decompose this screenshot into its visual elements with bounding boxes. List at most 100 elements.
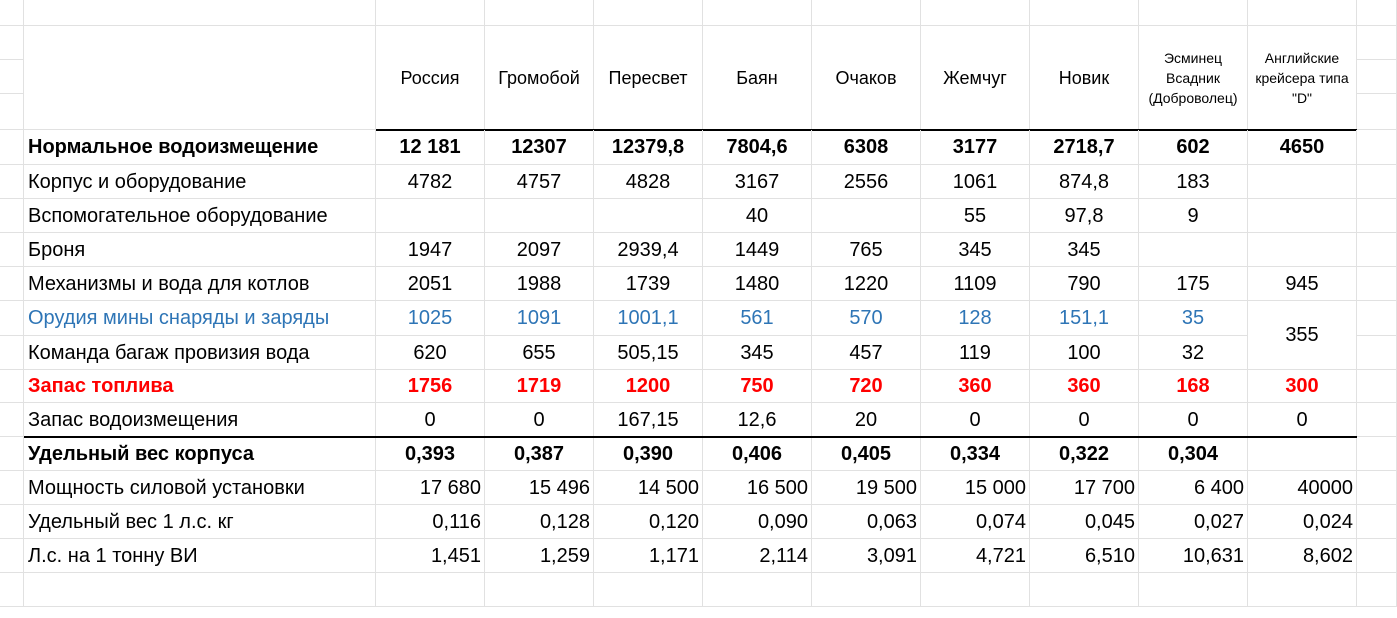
data-cell[interactable]: 945 (1248, 267, 1357, 301)
data-cell[interactable]: 119 (921, 336, 1030, 370)
empty-cell[interactable] (376, 0, 485, 26)
data-cell[interactable]: 1061 (921, 165, 1030, 199)
empty-cell[interactable] (0, 336, 24, 370)
row-label[interactable]: Броня (24, 233, 376, 267)
data-cell[interactable]: 8,602 (1248, 539, 1357, 573)
data-cell[interactable]: 151,1 (1030, 301, 1139, 336)
data-cell[interactable]: 505,15 (594, 336, 703, 370)
data-cell[interactable]: 19 500 (812, 471, 921, 505)
data-cell[interactable]: 0 (485, 403, 594, 437)
row-label[interactable]: Нормальное водоизмещение (24, 130, 376, 165)
data-cell[interactable]: 570 (812, 301, 921, 336)
column-header[interactable]: Громобой (485, 26, 594, 130)
data-cell[interactable]: 0,304 (1139, 437, 1248, 471)
empty-cell[interactable] (0, 199, 24, 233)
data-cell[interactable]: 0,063 (812, 505, 921, 539)
header-corner-cell[interactable] (24, 26, 376, 130)
data-cell[interactable]: 17 700 (1030, 471, 1139, 505)
data-cell[interactable]: 1,171 (594, 539, 703, 573)
data-cell[interactable]: 97,8 (1030, 199, 1139, 233)
empty-cell[interactable] (485, 0, 594, 26)
data-cell[interactable] (1248, 437, 1357, 471)
data-cell[interactable]: 2051 (376, 267, 485, 301)
empty-cell[interactable] (0, 165, 24, 199)
empty-cell[interactable] (0, 505, 24, 539)
merged-data-cell[interactable]: 355 (1248, 301, 1357, 370)
data-cell[interactable]: 0,128 (485, 505, 594, 539)
data-cell[interactable]: 720 (812, 370, 921, 403)
data-cell[interactable]: 12,6 (703, 403, 812, 437)
data-cell[interactable]: 175 (1139, 267, 1248, 301)
data-cell[interactable] (485, 199, 594, 233)
empty-cell[interactable] (1248, 0, 1357, 26)
data-cell[interactable]: 874,8 (1030, 165, 1139, 199)
row-label[interactable]: Удельный вес 1 л.с. кг (24, 505, 376, 539)
empty-cell[interactable] (0, 539, 24, 573)
data-cell[interactable]: 1220 (812, 267, 921, 301)
empty-cell[interactable] (1357, 0, 1397, 26)
data-cell[interactable]: 0,027 (1139, 505, 1248, 539)
data-cell[interactable]: 0,387 (485, 437, 594, 471)
data-cell[interactable] (812, 199, 921, 233)
data-cell[interactable]: 1109 (921, 267, 1030, 301)
data-cell[interactable]: 4650 (1248, 130, 1357, 165)
data-cell[interactable] (1030, 573, 1139, 607)
column-header[interactable]: Очаков (812, 26, 921, 130)
empty-cell[interactable] (1357, 233, 1397, 267)
data-cell[interactable]: 12379,8 (594, 130, 703, 165)
empty-cell[interactable] (0, 370, 24, 403)
data-cell[interactable]: 3,091 (812, 539, 921, 573)
data-cell[interactable]: 12307 (485, 130, 594, 165)
data-cell[interactable]: 6308 (812, 130, 921, 165)
data-cell[interactable]: 35 (1139, 301, 1248, 336)
row-label[interactable]: Орудия мины снаряды и заряды (24, 301, 376, 336)
row-label[interactable] (24, 573, 376, 607)
empty-cell[interactable] (0, 130, 24, 165)
column-header[interactable]: Россия (376, 26, 485, 130)
data-cell[interactable]: 2718,7 (1030, 130, 1139, 165)
data-cell[interactable] (485, 573, 594, 607)
data-cell[interactable]: 2556 (812, 165, 921, 199)
data-cell[interactable]: 765 (812, 233, 921, 267)
row-label[interactable]: Л.с. на 1 тонну ВИ (24, 539, 376, 573)
data-cell[interactable]: 790 (1030, 267, 1139, 301)
data-cell[interactable] (376, 199, 485, 233)
data-cell[interactable]: 1025 (376, 301, 485, 336)
data-cell[interactable]: 620 (376, 336, 485, 370)
data-cell[interactable] (594, 573, 703, 607)
data-cell[interactable]: 561 (703, 301, 812, 336)
column-header[interactable]: Английские крейсера типа "D" (1248, 26, 1357, 130)
data-cell[interactable]: 0,406 (703, 437, 812, 471)
empty-cell[interactable] (812, 0, 921, 26)
data-cell[interactable]: 0,322 (1030, 437, 1139, 471)
empty-cell[interactable] (1357, 437, 1397, 471)
data-cell[interactable]: 7804,6 (703, 130, 812, 165)
data-cell[interactable]: 55 (921, 199, 1030, 233)
data-cell[interactable]: 345 (1030, 233, 1139, 267)
data-cell[interactable]: 1947 (376, 233, 485, 267)
data-cell[interactable]: 750 (703, 370, 812, 403)
empty-cell[interactable] (1030, 0, 1139, 26)
data-cell[interactable]: 1001,1 (594, 301, 703, 336)
data-cell[interactable]: 15 000 (921, 471, 1030, 505)
data-cell[interactable]: 0 (376, 403, 485, 437)
data-cell[interactable]: 2097 (485, 233, 594, 267)
data-cell[interactable]: 360 (921, 370, 1030, 403)
data-cell[interactable]: 2,114 (703, 539, 812, 573)
data-cell[interactable]: 457 (812, 336, 921, 370)
data-cell[interactable]: 14 500 (594, 471, 703, 505)
data-cell[interactable]: 128 (921, 301, 1030, 336)
empty-cell[interactable] (0, 267, 24, 301)
data-cell[interactable]: 0,334 (921, 437, 1030, 471)
data-cell[interactable]: 6 400 (1139, 471, 1248, 505)
column-header[interactable]: Пересвет (594, 26, 703, 130)
data-cell[interactable]: 0 (1139, 403, 1248, 437)
empty-cell[interactable] (1357, 336, 1397, 370)
data-cell[interactable] (594, 199, 703, 233)
empty-cell[interactable] (1357, 26, 1397, 60)
empty-cell[interactable] (1357, 403, 1397, 437)
data-cell[interactable]: 10,631 (1139, 539, 1248, 573)
data-cell[interactable]: 1719 (485, 370, 594, 403)
data-cell[interactable]: 1091 (485, 301, 594, 336)
empty-cell[interactable] (1357, 267, 1397, 301)
